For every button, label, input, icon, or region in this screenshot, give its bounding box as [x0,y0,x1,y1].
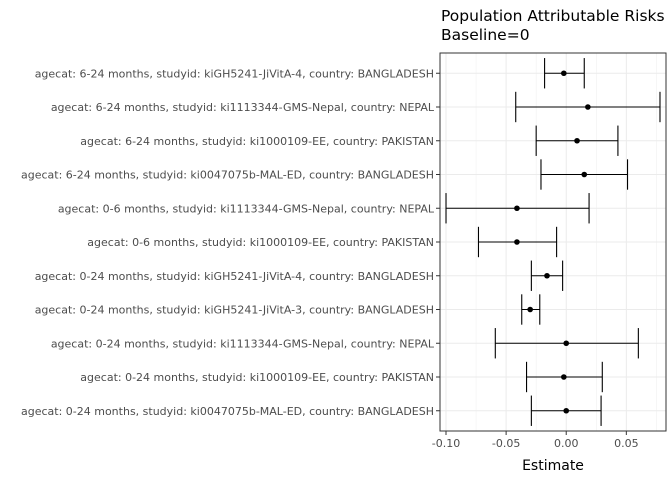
x-tick-label: 0.00 [554,437,579,450]
y-tick-label: agecat: 0-24 months, studyid: ki1113344-… [51,337,435,350]
chart-subtitle: Baseline=0 [441,26,530,44]
point-estimate [514,205,520,212]
point-estimate [563,407,570,414]
point-estimate [527,306,533,313]
y-tick-label: agecat: 0-24 months, studyid: ki1000109-… [80,371,434,384]
point-estimate [514,239,520,245]
x-tick-label: 0.05 [614,437,639,450]
point-estimate [561,374,567,380]
point-estimate [561,70,567,77]
y-tick-label: agecat: 0-6 months, studyid: ki1000109-E… [87,236,434,249]
point-estimate [574,137,580,144]
point-estimate [581,171,588,178]
y-tick-label: agecat: 0-24 months, studyid: ki0047075b… [21,405,434,418]
y-tick-label: agecat: 6-24 months, studyid: ki1113344-… [51,101,435,114]
y-tick-label: agecat: 0-6 months, studyid: ki1113344-G… [58,202,435,215]
y-tick-label: agecat: 0-24 months, studyid: kiGH5241-J… [35,270,434,283]
y-axis-labels: agecat: 6-24 months, studyid: kiGH5241-J… [21,67,440,418]
data-marks [445,58,661,426]
point-estimate [544,272,550,279]
y-tick-label: agecat: 6-24 months, studyid: kiGH5241-J… [35,67,434,80]
x-tick-label: -0.10 [432,437,460,450]
x-axis-title: Estimate [522,458,584,474]
y-tick-label: agecat: 6-24 months, studyid: ki1000109-… [80,135,434,148]
x-axis: -0.10 -0.05 0.00 0.05 [432,431,639,450]
point-estimate [585,104,591,110]
y-tick-label: agecat: 6-24 months, studyid: ki0047075b… [21,169,434,182]
chart-title: Population Attributable Risks [441,7,665,25]
y-tick-label: agecat: 0-24 months, studyid: kiGH5241-J… [35,304,434,317]
x-tick-label: -0.05 [492,437,520,450]
point-estimate [563,340,570,347]
